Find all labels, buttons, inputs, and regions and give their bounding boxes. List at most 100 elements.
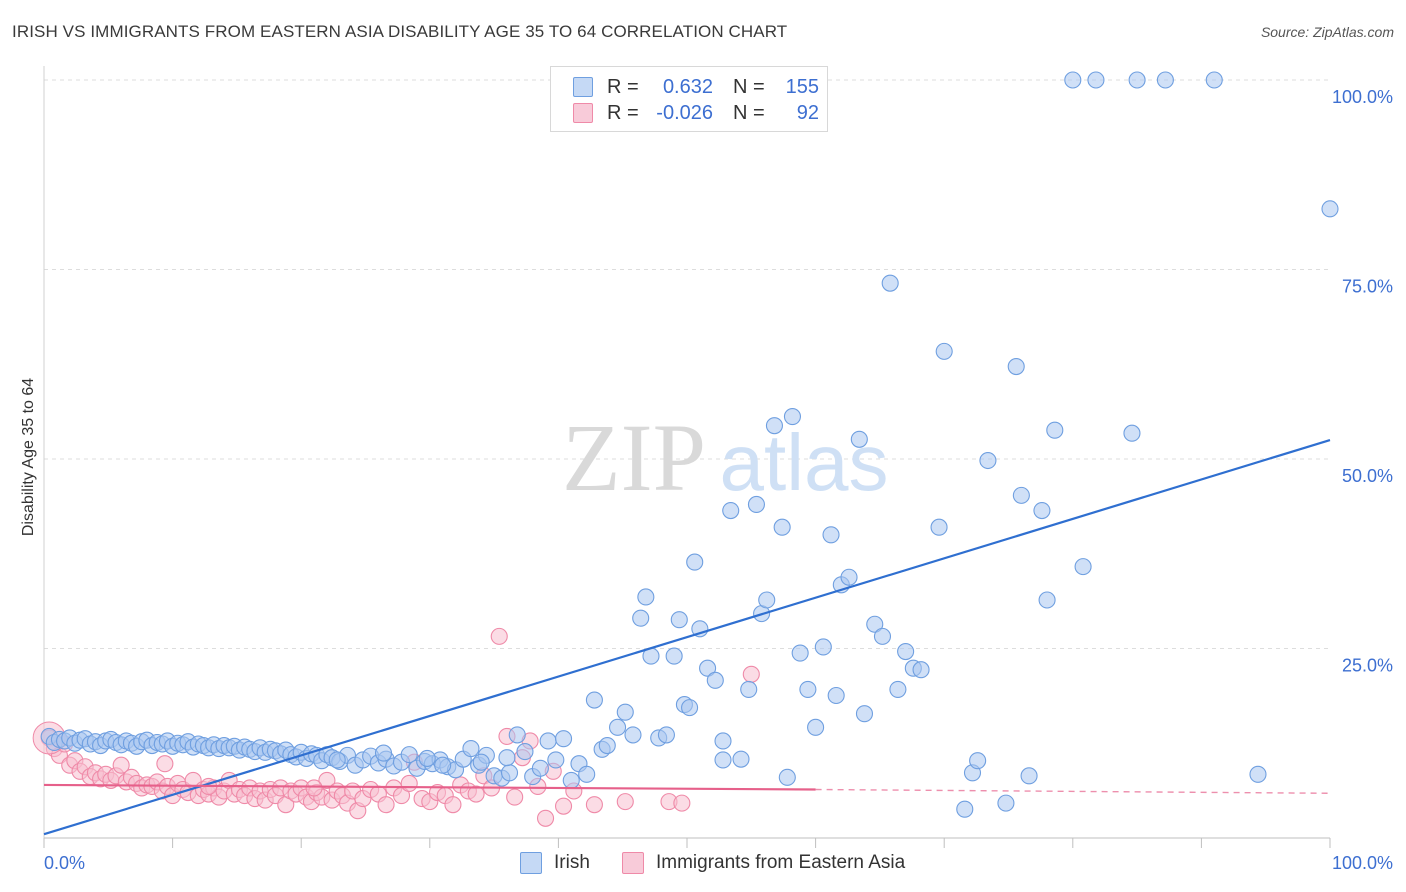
data-point bbox=[637, 588, 655, 606]
data-point bbox=[305, 779, 323, 797]
data-point bbox=[1128, 71, 1146, 89]
data-point bbox=[855, 705, 874, 723]
axes bbox=[43, 66, 1331, 848]
data-point bbox=[536, 809, 555, 827]
data-point bbox=[374, 744, 393, 762]
data-point bbox=[531, 759, 549, 777]
legend-row-eastern-asia: R = -0.026 N = 92 bbox=[573, 101, 819, 125]
watermark-zip: ZIP bbox=[562, 404, 706, 511]
trend-line-irish bbox=[43, 438, 1331, 836]
data-point bbox=[881, 274, 899, 292]
data-point bbox=[1020, 767, 1038, 785]
data-point bbox=[400, 774, 418, 792]
watermark: ZIP atlas bbox=[562, 404, 888, 511]
y-tick-label: 75.0% bbox=[1342, 277, 1393, 297]
data-point bbox=[791, 644, 809, 662]
data-point bbox=[657, 726, 675, 744]
x-tick-label: 0.0% bbox=[44, 853, 85, 873]
data-point bbox=[1321, 200, 1339, 218]
data-point bbox=[758, 591, 776, 609]
data-point bbox=[578, 765, 596, 783]
trend-line-eastern-asia-extension bbox=[815, 788, 1331, 794]
data-point bbox=[1038, 591, 1056, 609]
data-point bbox=[539, 732, 557, 750]
data-point bbox=[665, 647, 683, 665]
legend-n-label: N = bbox=[733, 101, 765, 124]
y-tick-label: 50.0% bbox=[1342, 466, 1393, 486]
data-point bbox=[814, 638, 832, 656]
legend-swatch-irish bbox=[573, 77, 593, 97]
chart-title: IRISH VS IMMIGRANTS FROM EASTERN ASIA DI… bbox=[12, 22, 788, 41]
data-point bbox=[624, 726, 642, 744]
legend-r-value: 0.632 bbox=[662, 75, 713, 98]
y-tick-label: 25.0% bbox=[1342, 656, 1393, 676]
data-point bbox=[778, 768, 796, 786]
legend-n-label: N = bbox=[733, 75, 765, 98]
data-point bbox=[1007, 357, 1025, 376]
data-point bbox=[681, 699, 699, 717]
data-point bbox=[462, 740, 480, 758]
data-point bbox=[1249, 765, 1267, 783]
data-point bbox=[742, 665, 760, 683]
data-point bbox=[516, 743, 534, 761]
data-point bbox=[444, 796, 462, 814]
legend-label-irish: Irish bbox=[554, 852, 590, 873]
data-point bbox=[930, 518, 948, 536]
data-point bbox=[554, 797, 573, 815]
series-legend: Irish Immigrants from Eastern Asia bbox=[0, 852, 1406, 878]
legend-row-irish: R = 0.632 N = 155 bbox=[573, 75, 819, 99]
legend-swatch-irish bbox=[520, 852, 542, 874]
data-point bbox=[632, 609, 650, 627]
y-tick-label: 100.0% bbox=[1332, 87, 1393, 107]
series-eastern-asia bbox=[32, 627, 760, 827]
legend-n-value: 92 bbox=[796, 101, 819, 124]
legend-item-eastern-asia[interactable]: Immigrants from Eastern Asia bbox=[622, 852, 905, 874]
data-point bbox=[418, 749, 436, 767]
data-point bbox=[490, 627, 508, 645]
data-point bbox=[765, 417, 783, 435]
data-point bbox=[562, 771, 580, 789]
data-point bbox=[799, 680, 817, 698]
data-point bbox=[1156, 71, 1174, 89]
data-point bbox=[472, 753, 490, 771]
data-point bbox=[935, 342, 953, 360]
data-point bbox=[740, 680, 758, 698]
data-point bbox=[1074, 558, 1092, 576]
data-point bbox=[616, 793, 634, 811]
data-point bbox=[328, 751, 346, 769]
x-tick-label: 100.0% bbox=[1332, 853, 1393, 873]
data-point bbox=[1012, 486, 1030, 504]
data-point bbox=[722, 501, 740, 520]
data-point bbox=[706, 671, 724, 689]
data-point bbox=[1064, 71, 1082, 89]
data-point bbox=[969, 752, 987, 770]
data-point bbox=[585, 796, 603, 814]
data-point bbox=[840, 568, 858, 586]
data-point bbox=[434, 756, 452, 774]
data-point bbox=[112, 756, 130, 774]
series-irish bbox=[40, 71, 1339, 818]
data-point bbox=[850, 430, 868, 448]
data-point bbox=[699, 659, 717, 677]
data-point bbox=[1123, 424, 1141, 442]
data-point bbox=[912, 661, 930, 679]
data-point bbox=[508, 726, 526, 744]
data-point bbox=[400, 746, 418, 764]
legend-swatch-eastern-asia bbox=[622, 852, 644, 874]
data-point bbox=[1087, 71, 1105, 89]
data-point bbox=[1046, 421, 1064, 439]
data-point bbox=[783, 408, 802, 426]
data-point bbox=[156, 755, 174, 773]
trend-lines bbox=[43, 438, 1331, 836]
data-point bbox=[506, 788, 524, 806]
data-point bbox=[585, 691, 603, 709]
data-point bbox=[822, 526, 840, 544]
legend-item-irish[interactable]: Irish bbox=[520, 852, 590, 874]
watermark-atlas: atlas bbox=[720, 418, 889, 507]
data-point bbox=[318, 771, 336, 789]
legend-r-value: -0.026 bbox=[656, 101, 713, 124]
data-point bbox=[747, 495, 765, 514]
data-point bbox=[997, 794, 1015, 812]
data-point bbox=[873, 627, 892, 645]
